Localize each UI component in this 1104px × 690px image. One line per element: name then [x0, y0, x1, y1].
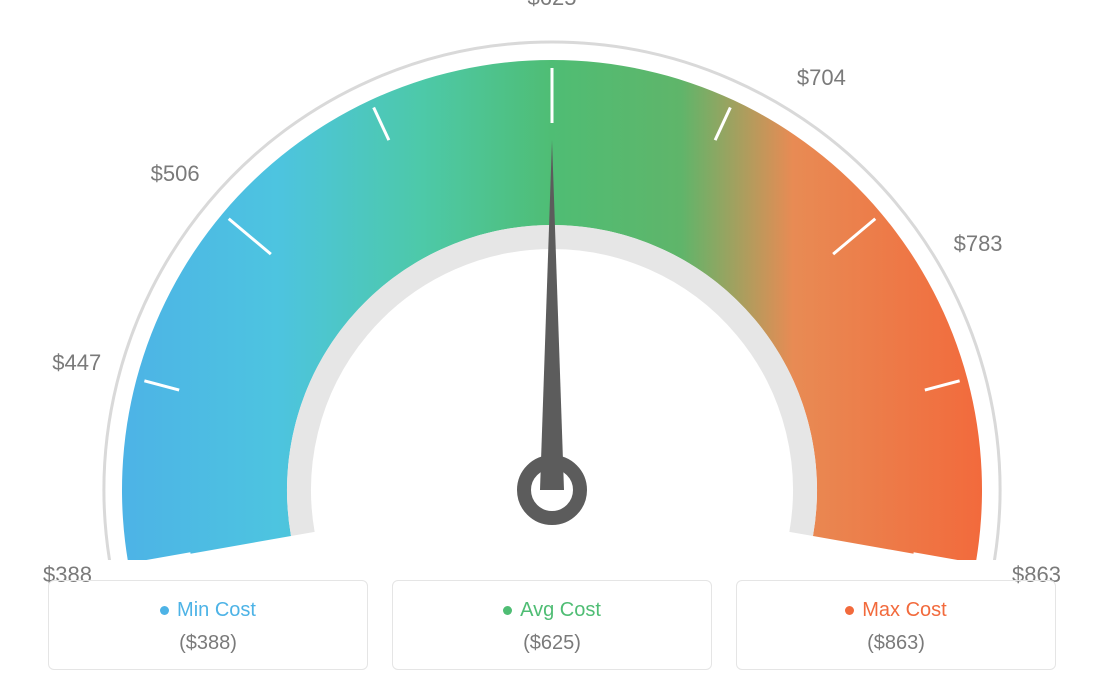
legend-min-value: ($388)	[61, 632, 355, 655]
legend-avg-title: Avg Cost	[503, 599, 601, 622]
gauge-tick-label: $625	[528, 0, 577, 11]
legend-avg-label: Avg Cost	[520, 599, 601, 622]
dot-icon	[503, 606, 512, 615]
legend-max: Max Cost ($863)	[736, 580, 1056, 670]
gauge-tick-label: $506	[151, 161, 200, 187]
cost-gauge-widget: $388$447$506$625$704$783$863 Min Cost ($…	[0, 0, 1104, 690]
legend-avg-value: ($625)	[405, 632, 699, 655]
legend-row: Min Cost ($388) Avg Cost ($625) Max Cost…	[0, 580, 1104, 670]
dot-icon	[845, 606, 854, 615]
legend-max-title: Max Cost	[845, 599, 946, 622]
legend-min-label: Min Cost	[177, 599, 256, 622]
dot-icon	[160, 606, 169, 615]
legend-max-value: ($863)	[749, 632, 1043, 655]
gauge-chart: $388$447$506$625$704$783$863	[0, 0, 1104, 560]
legend-avg: Avg Cost ($625)	[392, 580, 712, 670]
legend-min: Min Cost ($388)	[48, 580, 368, 670]
gauge-tick-label: $704	[797, 65, 846, 91]
gauge-tick-label: $783	[954, 231, 1003, 257]
gauge-tick-label: $447	[52, 350, 101, 376]
legend-max-label: Max Cost	[862, 599, 946, 622]
legend-min-title: Min Cost	[160, 599, 256, 622]
